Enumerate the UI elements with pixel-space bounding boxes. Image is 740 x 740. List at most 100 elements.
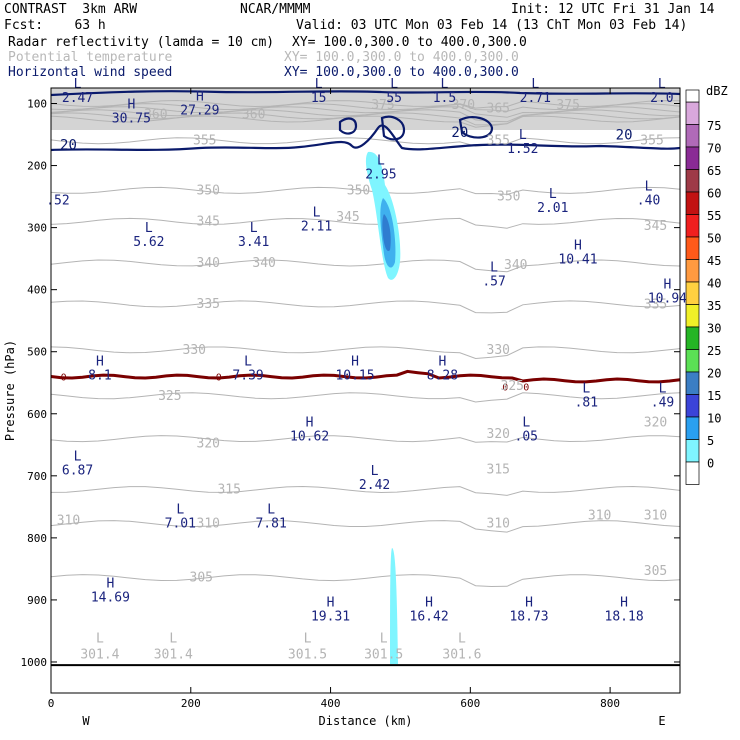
- extremum-marker: L: [390, 77, 398, 92]
- extremum-value: .49: [651, 395, 674, 410]
- theta-label: 315: [487, 463, 510, 478]
- extremum-value: 7.01: [165, 516, 196, 531]
- extremum-value: 18.18: [605, 609, 644, 624]
- theta-label: 310: [588, 509, 611, 524]
- theta-label: 370: [452, 98, 475, 113]
- extremum-value: 2.01: [537, 201, 568, 216]
- extremum-value: .40: [637, 194, 660, 209]
- theta-labels: 360 360 375 370 375 365 355 355 355 350 350 350 345 3…: [57, 98, 668, 586]
- surface-low-value: 301.6: [442, 648, 481, 663]
- x-tick-label: 800: [600, 697, 620, 710]
- theta-label: 320: [197, 437, 220, 452]
- extremum-value: .81: [575, 395, 598, 410]
- extremum-marker: L: [490, 260, 498, 275]
- surface-low-marker: L: [96, 632, 104, 647]
- extremum-marker: H: [438, 355, 446, 370]
- extremum-marker: L: [582, 381, 590, 396]
- wind-contours: [50, 90, 681, 152]
- surface-low-marker: L: [380, 632, 388, 647]
- y-tick-label: 300: [27, 222, 47, 235]
- extremum-value: 3.41: [238, 235, 269, 250]
- colorbar-level: 5: [707, 434, 714, 448]
- radar-echo-lower: [390, 548, 398, 664]
- zero-wind-line: 0 0 0 0: [50, 369, 681, 393]
- extremum-marker: H: [351, 355, 359, 370]
- theta-line: [50, 186, 681, 195]
- extremum-marker: L: [377, 154, 385, 169]
- theta-label: 355: [640, 134, 663, 149]
- theta-line: [50, 259, 681, 273]
- extremum-marker: H: [96, 355, 104, 370]
- theta-line: [50, 300, 681, 314]
- theta-label: 345: [197, 214, 220, 229]
- theta-label: 350: [497, 190, 520, 205]
- theta-label: 340: [504, 258, 527, 273]
- theta-label: 375: [371, 98, 394, 113]
- colorbar-level: 40: [707, 277, 721, 291]
- extremum-value: 2.0: [650, 91, 673, 106]
- colorbar-swatch: [685, 281, 700, 305]
- extremum-marker: H: [106, 577, 114, 592]
- extremum-value: 2.42: [359, 478, 390, 493]
- extremum-value: 2.47: [62, 91, 93, 106]
- theta-label: 335: [644, 298, 667, 313]
- y-tick-label: 1000: [21, 656, 48, 669]
- extremum-value: 8.1: [88, 369, 111, 384]
- forecast-hour: Fcst: 63 h: [4, 18, 106, 33]
- extremum-value: .57: [482, 274, 505, 289]
- west-label: W: [82, 714, 90, 728]
- field-radar-title: Radar reflectivity (lamda = 10 cm): [8, 35, 275, 50]
- colorbar-level: 35: [707, 299, 721, 313]
- extremum-value: 10.62: [290, 429, 329, 444]
- extremum-marker: L: [522, 415, 530, 430]
- colorbar-swatch: [685, 259, 700, 283]
- theta-line: [50, 574, 681, 588]
- theta-label: 325: [158, 389, 181, 404]
- theta-line: [50, 99, 681, 109]
- theta-label: 320: [644, 415, 667, 430]
- extremum-value: 55: [386, 91, 402, 106]
- extremum-value: 30.75: [112, 112, 151, 127]
- y-axis-label: Pressure (hPa): [3, 340, 17, 441]
- extremum-marker: H: [306, 415, 314, 430]
- colorbar-level: 60: [707, 187, 721, 201]
- radar-echoes: [365, 151, 401, 664]
- theta-label: 350: [347, 183, 370, 198]
- extremum-value: 15: [311, 91, 327, 106]
- theta-label: 305: [644, 564, 667, 579]
- theta-line: [50, 115, 681, 128]
- field-wind-title: Horizontal wind speed: [8, 65, 173, 80]
- colorbar-level: 50: [707, 232, 721, 246]
- theta-label: 350: [197, 183, 220, 198]
- theta-label: 375: [556, 98, 579, 113]
- extremum-marker: L: [313, 206, 321, 221]
- theta-label: 365: [487, 101, 510, 116]
- extremum-value: .05: [515, 429, 538, 444]
- colorbar-swatch: [685, 124, 700, 148]
- extremum-value: 1.5: [433, 91, 456, 106]
- y-tick-label: 100: [27, 98, 47, 111]
- theta-label: 330: [183, 343, 206, 358]
- radar-echo-core-dark: [382, 214, 391, 252]
- zero-wind-label: 0: [61, 373, 67, 384]
- x-tick-label: 600: [460, 697, 480, 710]
- colorbar-swatch: [685, 439, 700, 463]
- colorbar-cap: [685, 89, 700, 103]
- colorbar-swatch: [685, 146, 700, 170]
- east-label: E: [658, 714, 665, 728]
- theta-line: [50, 103, 681, 112]
- field-radar-xy: XY= 100.0,300.0 to 400.0,300.0: [292, 35, 527, 50]
- theta-line: [50, 137, 681, 147]
- extremum-value: 6.87: [62, 464, 93, 479]
- theta-label: 345: [336, 210, 359, 225]
- extremum-marker: L: [659, 381, 667, 396]
- extremum-marker: L: [267, 502, 275, 517]
- colorbar-level: 65: [707, 164, 721, 178]
- theta-label: 310: [57, 513, 80, 528]
- surface-low-value: 301.4: [80, 648, 119, 663]
- extremum-marker: H: [574, 239, 582, 254]
- extremum-value: 10.94: [648, 292, 687, 307]
- init-time: Init: 12 UTC Fri 31 Jan 14: [511, 2, 715, 17]
- extremum-value: 18.73: [509, 609, 548, 624]
- colorbar-level: 15: [707, 389, 721, 403]
